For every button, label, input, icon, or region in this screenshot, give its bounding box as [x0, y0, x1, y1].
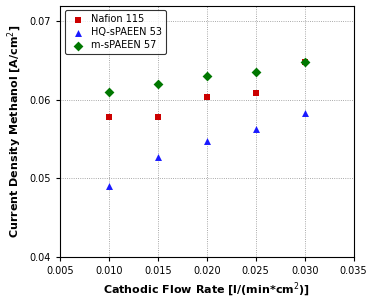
- m-sPAEEN 57: [204, 74, 210, 79]
- Nafion 115: [106, 115, 112, 120]
- X-axis label: Cathodic Flow Rate [l/(min*cm$^2$)]: Cathodic Flow Rate [l/(min*cm$^2$)]: [103, 281, 310, 300]
- m-sPAEEN 57: [302, 60, 308, 65]
- HQ-sPAEEN 53: [253, 126, 258, 131]
- HQ-sPAEEN 53: [204, 139, 210, 144]
- Legend: Nafion 115, HQ-sPAEEN 53, m-sPAEEN 57: Nafion 115, HQ-sPAEEN 53, m-sPAEEN 57: [65, 10, 166, 54]
- Nafion 115: [253, 91, 258, 96]
- Nafion 115: [155, 115, 161, 120]
- Nafion 115: [302, 60, 308, 65]
- m-sPAEEN 57: [155, 82, 161, 87]
- m-sPAEEN 57: [106, 89, 112, 94]
- Nafion 115: [204, 95, 210, 100]
- Y-axis label: Current Density Methanol [A/cm$^2$]: Current Density Methanol [A/cm$^2$]: [6, 24, 24, 238]
- HQ-sPAEEN 53: [106, 184, 112, 188]
- HQ-sPAEEN 53: [155, 155, 161, 160]
- HQ-sPAEEN 53: [302, 111, 308, 116]
- m-sPAEEN 57: [253, 70, 258, 75]
